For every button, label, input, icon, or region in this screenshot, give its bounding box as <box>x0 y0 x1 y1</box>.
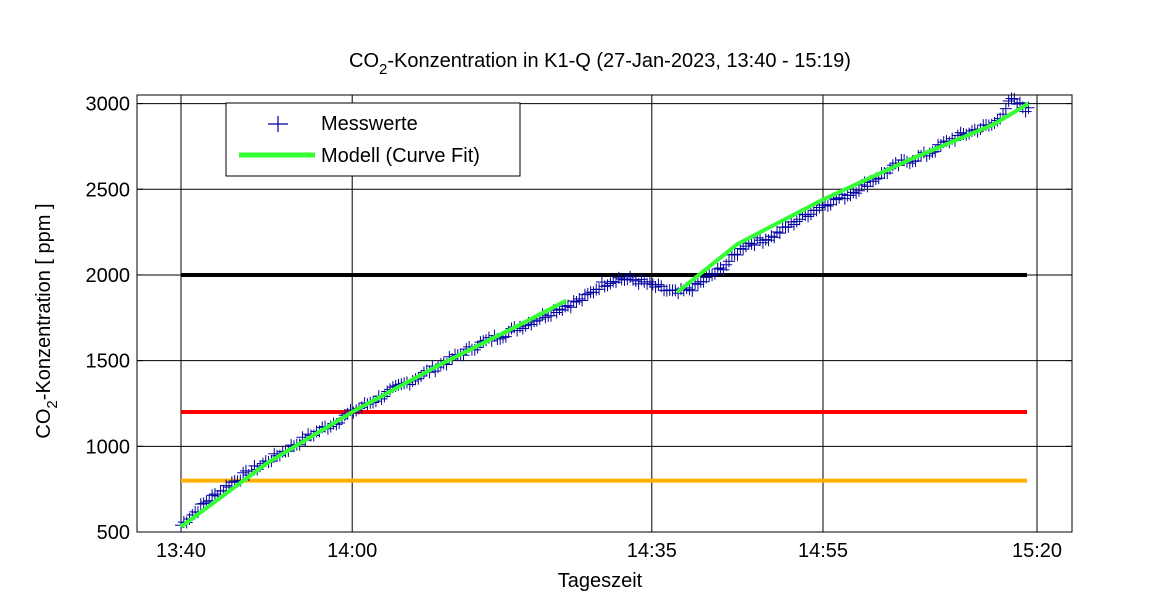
data-point <box>1011 97 1024 110</box>
data-point <box>587 286 600 299</box>
data-point <box>206 489 219 502</box>
data-point <box>545 309 558 322</box>
y-axis-label-rest: -Konzentration [ ppm ] <box>33 203 55 400</box>
data-point <box>861 180 874 193</box>
data-point <box>824 198 837 211</box>
data-point <box>598 280 611 293</box>
data-point <box>220 479 233 492</box>
x-tick-label: 13:40 <box>156 540 206 562</box>
data-point <box>759 233 772 246</box>
legend-label-measurements: Messwerte <box>321 113 418 135</box>
data-point <box>683 283 696 296</box>
plot-frame <box>136 94 1073 533</box>
data-point <box>821 199 834 212</box>
tick-labels: 500 1000 1500 2000 2500 3000 13:40 14:00 14:35 14… <box>86 94 1063 562</box>
data-point <box>567 295 580 308</box>
data-point <box>711 262 724 275</box>
data-point <box>850 187 863 200</box>
data-point <box>581 287 594 300</box>
data-point <box>773 227 786 240</box>
chart-title-sub: 2 <box>379 61 387 78</box>
data-point <box>208 488 221 501</box>
data-point <box>745 237 758 250</box>
chart-title: CO2-Konzentration in K1-Q (27-Jan-2023, … <box>349 50 851 78</box>
data-point <box>802 210 815 223</box>
legend: Messwerte Modell (Curve Fit) <box>225 102 521 177</box>
data-point <box>771 225 784 238</box>
y-axis-label: CO2-Konzentration [ ppm ] <box>33 203 61 438</box>
data-point <box>691 278 704 291</box>
data-point <box>748 239 761 252</box>
data-point <box>999 102 1012 115</box>
data-point <box>550 306 563 319</box>
data-point <box>782 220 795 233</box>
y-tick-label: 500 <box>97 522 130 544</box>
data-point <box>714 262 727 275</box>
chart-title-main: CO <box>349 50 379 72</box>
data-point <box>852 184 865 197</box>
data-point <box>621 273 634 286</box>
x-tick-label: 14:55 <box>798 540 848 562</box>
data-point <box>739 240 752 253</box>
data-point <box>838 192 851 205</box>
y-tick-label: 3000 <box>86 94 131 116</box>
x-tick-label: 14:00 <box>327 540 377 562</box>
data-point <box>737 243 750 256</box>
data-point <box>756 236 769 249</box>
legend-label-curve-fit: Modell (Curve Fit) <box>321 145 480 167</box>
curve-fit-segment <box>179 298 568 529</box>
x-axis-label: Tageszeit <box>558 570 643 592</box>
reference-lines <box>181 272 1027 483</box>
data-point <box>561 299 574 312</box>
data-point <box>225 476 238 489</box>
data-point <box>720 258 733 271</box>
data-point <box>830 193 843 206</box>
data-point <box>686 284 699 297</box>
data-point <box>810 204 823 217</box>
y-tick-label: 1500 <box>86 351 131 373</box>
data-point <box>604 277 617 290</box>
y-axis-label-main: CO <box>33 409 55 439</box>
data-point <box>1002 94 1015 107</box>
data-point <box>844 189 857 202</box>
y-tick-label: 2500 <box>86 179 131 201</box>
data-point <box>641 277 654 290</box>
data-point <box>194 498 207 511</box>
data-point <box>708 267 721 280</box>
data-point <box>790 215 803 228</box>
data-point <box>197 497 210 510</box>
chart-title-rest: -Konzentration in K1-Q (27-Jan-2023, 13:… <box>387 50 851 72</box>
data-point <box>731 248 744 261</box>
y-axis-label-sub: 2 <box>44 400 61 408</box>
data-point <box>717 263 730 276</box>
data-point <box>847 186 860 199</box>
curve-fit-segment <box>676 101 1030 294</box>
data-point <box>237 466 250 479</box>
data-point <box>593 283 606 296</box>
x-tick-label: 14:35 <box>627 540 677 562</box>
axes-frame <box>136 94 1073 533</box>
y-tick-label: 1000 <box>86 436 131 458</box>
data-point <box>787 218 800 231</box>
x-tick-label: 15:20 <box>1012 540 1062 562</box>
data-point <box>649 281 662 294</box>
data-point <box>706 269 719 282</box>
legend-marker-icon <box>268 116 288 132</box>
data-point <box>629 274 642 287</box>
data-point <box>643 275 656 288</box>
data-point <box>612 271 625 284</box>
data-point <box>700 271 713 284</box>
data-point <box>564 301 577 314</box>
curve-fit-lines <box>179 101 1030 529</box>
data-point <box>578 288 591 301</box>
legend-box <box>225 102 521 177</box>
data-point <box>576 294 589 307</box>
data-point <box>728 248 741 261</box>
data-point <box>723 255 736 268</box>
data-point <box>570 296 583 309</box>
data-point <box>652 278 665 291</box>
y-tick-label: 2000 <box>86 265 131 287</box>
